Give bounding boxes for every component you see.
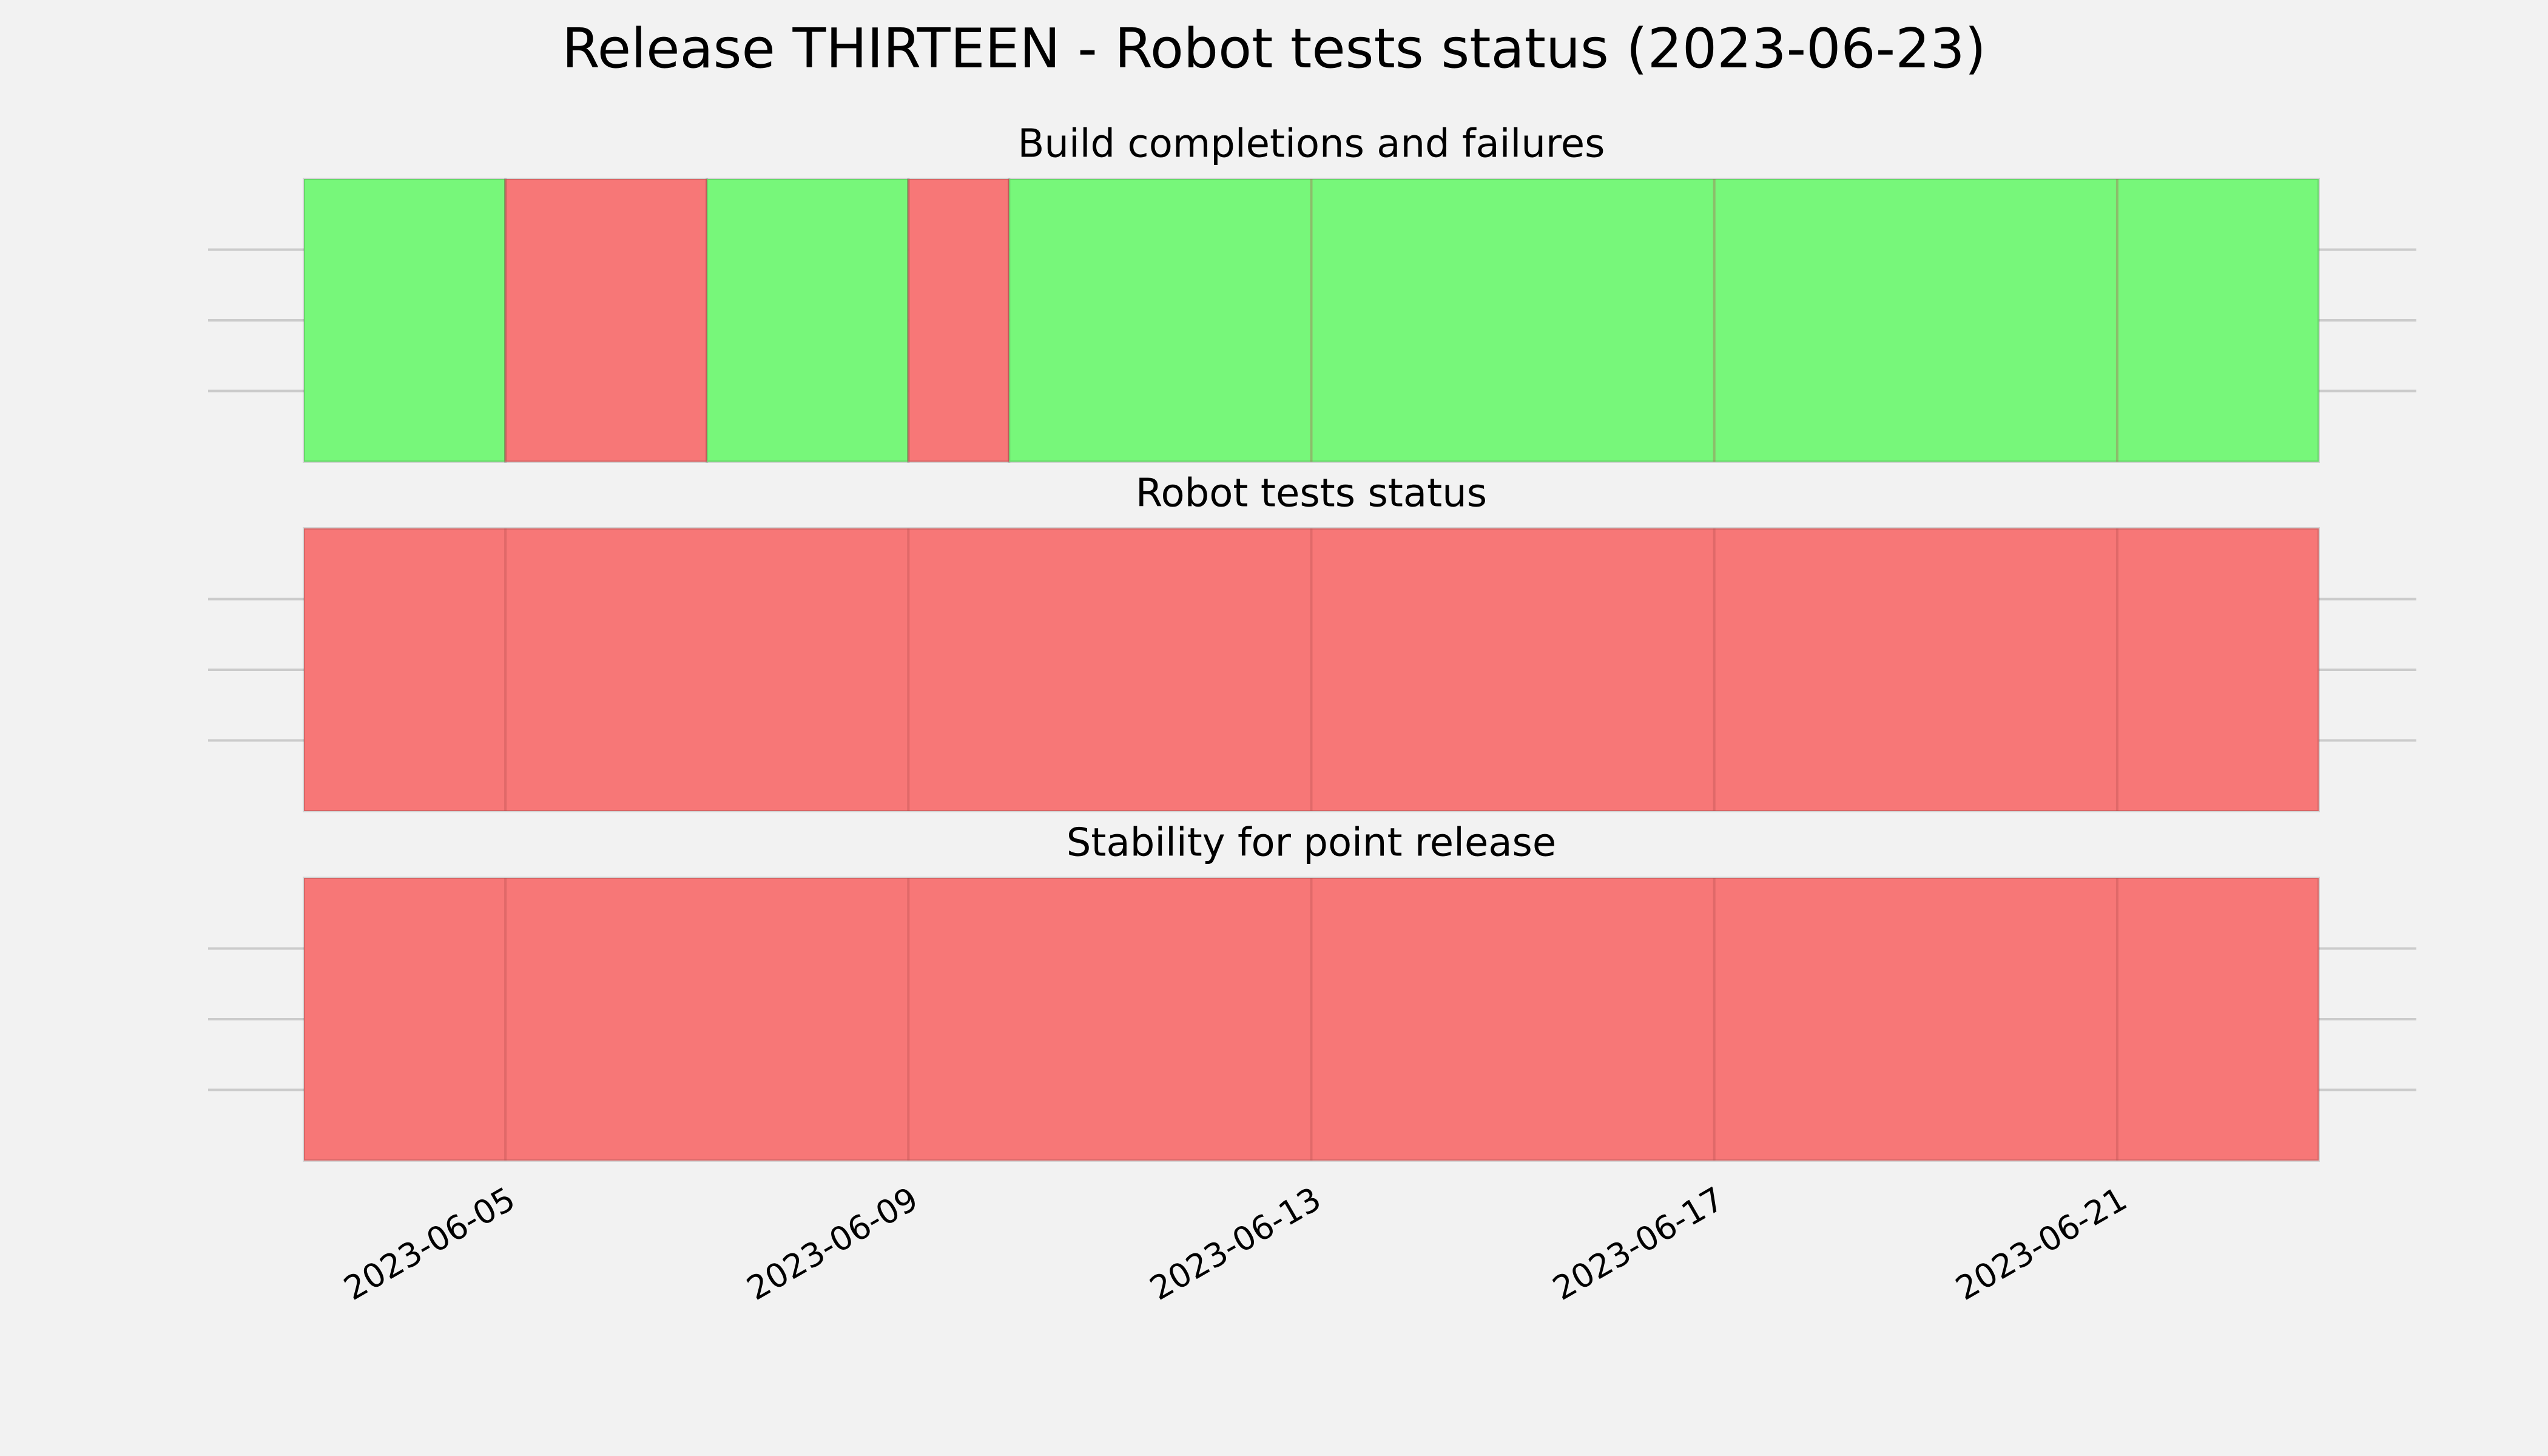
figure-title: Release THIRTEEN - Robot tests status (2… [562,17,1986,81]
status-segment [303,877,2320,1162]
status-segment [706,178,910,463]
status-segment [504,178,709,463]
status-segment [1008,178,2320,463]
status-segment [303,178,507,463]
panel-title: Stability for point release [1067,821,1557,866]
panel-title: Build completions and failures [1018,122,1605,167]
status-segment [907,178,1011,463]
panel-title: Robot tests status [1136,471,1487,516]
status-segment [303,527,2320,812]
